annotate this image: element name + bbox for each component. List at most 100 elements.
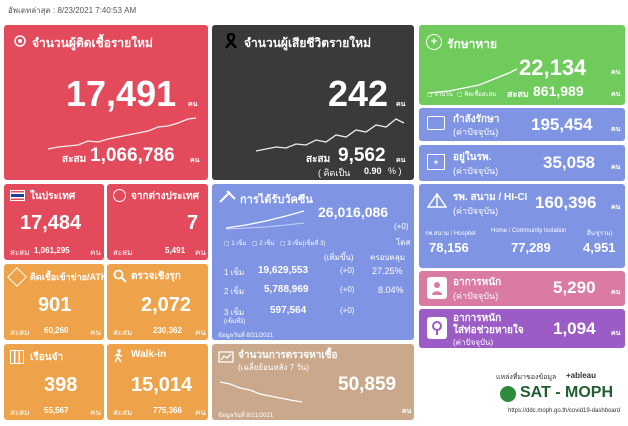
virus-icon: [12, 33, 28, 49]
severe-sub: (ค่าปัจจุบัน): [453, 291, 499, 301]
vaccine-legend-1-text: 1 เข็ม: [231, 241, 247, 247]
atk-value: 901: [38, 294, 72, 316]
plus-icon: +: [426, 34, 442, 50]
atk-title: ติดเชื้อเข้าข่าย/ATK: [30, 272, 104, 282]
recovered-unit: คน: [611, 69, 621, 76]
severe-title: อาการหนัก: [453, 277, 502, 288]
chart-icon: [218, 350, 234, 364]
recovered-cum-unit: คน: [611, 91, 621, 98]
hospital-value: 35,058: [543, 153, 595, 172]
deaths-cum-unit: คน: [396, 157, 406, 164]
field-col-1-value: 78,156: [429, 240, 469, 255]
vaccine-row-1-dose: 1 เข็ม: [224, 268, 245, 277]
field-col-2-label: Home / Community Isolation: [491, 228, 567, 234]
vaccine-card: การได้รับวัคซีน 26,016,086 (+0) โดส ▢ 1 …: [212, 184, 414, 340]
vaccine-col-cover: ครอบคลุม: [370, 253, 406, 262]
treating-value: 195,454: [531, 115, 593, 134]
domestic-cum-label: สะสม: [10, 248, 30, 257]
vaccine-row-1-delta: (+0): [340, 266, 355, 275]
last-updated: อัพเดทล่าสุด : 8/23/2021 7:40:53 AM: [8, 4, 136, 17]
prison-cum-value: 55,567: [44, 406, 69, 415]
recovered-cum-label: สะสม: [507, 89, 529, 99]
walkin-cum-unit: คน: [195, 408, 206, 417]
atk-card: ติดเชื้อเข้าข่าย/ATK 901 สะสม 60,260 คน: [4, 264, 104, 340]
globe-icon: [113, 189, 126, 202]
abroad-title: จากต่างประเทศ: [131, 191, 199, 202]
hospital-card: + อยู่ในรพ. (ค่าปัจจุบัน) 35,058 คน: [419, 145, 625, 181]
vaccine-trend: [226, 210, 305, 230]
prison-card: เรือนจำ 398 สะสม 55,567 คน: [4, 344, 104, 420]
ventilator-value: 1,094: [553, 319, 596, 338]
active-search-card: ตรวจเชิงรุก 2,072 สะสม 230,362 คน: [107, 264, 208, 340]
walkin-card: Walk-in 15,014 สะสม 775,366 คน: [107, 344, 208, 420]
tests-card: จำนวนการตรวจหาเชื้อ (เฉลี่ยย้อนหลัง 7 วั…: [212, 344, 414, 420]
prison-cum-label: สะสม: [10, 408, 30, 417]
ventilator-icon: [427, 317, 447, 339]
vaccine-legend-3-text: 3 เข็ม(เข็มที่ 3): [287, 241, 326, 247]
hospital-icon: +: [427, 154, 445, 170]
deaths-pct-label: ( คิดเป็น: [318, 168, 351, 178]
vaccine-title: การได้รับวัคซีน: [240, 194, 313, 206]
ventilator-sub: (ค่าปัจจุบัน): [453, 338, 494, 347]
ventilator-unit: คน: [611, 330, 621, 337]
recovered-legend-b-text: ติดเชื้อสะสม: [464, 92, 497, 98]
walkin-cum-label: สะสม: [113, 408, 133, 417]
field-col-3-label: อื่นๆ(รวม): [587, 231, 613, 237]
deaths-title: จำนวนผู้เสียชีวิตรายใหม่: [244, 36, 371, 50]
field-hospital-card: รพ. สนาม / HI-CI (ค่าปัจจุบัน) 160,396 ค…: [419, 184, 625, 268]
abroad-value: 7: [187, 212, 199, 234]
brand-name[interactable]: SAT - MOPH: [520, 384, 614, 401]
vaccine-row-3-value: 597,564: [270, 305, 307, 316]
treating-card: กำลังรักษา (ค่าปัจจุบัน) 195,454 คน: [419, 108, 625, 141]
active-search-cum-value: 230,362: [153, 326, 182, 335]
vaccine-col-delta: (เพิ่มขึ้น): [324, 253, 354, 262]
field-col-2-value: 77,289: [511, 240, 551, 255]
hospital-title: อยู่ในรพ.: [453, 152, 492, 163]
vaccine-legend-1: ▢ 1 เข็ม: [224, 241, 247, 247]
patient-icon: [427, 277, 447, 299]
active-search-cum-unit: คน: [195, 328, 206, 337]
ribbon-icon: [224, 33, 238, 49]
vaccine-total: 26,016,086: [318, 204, 389, 220]
deaths-trend: [256, 118, 405, 152]
prison-cum-unit: คน: [90, 408, 101, 417]
recovered-legend-a: ▢ จำนวน: [427, 92, 453, 98]
hospital-sub: (ค่าปัจจุบัน): [453, 166, 499, 176]
severe-card: อาการหนัก (ค่าปัจจุบัน) 5,290 คน: [419, 271, 625, 306]
thai-flag-icon: [10, 190, 25, 201]
vaccine-legend-2-text: 2 เข็ม: [259, 241, 275, 247]
vaccine-row-2-cover: 8.04%: [378, 285, 404, 295]
field-unit: คน: [611, 204, 621, 211]
prison-value: 398: [44, 374, 78, 396]
bed-icon: [427, 116, 445, 130]
deaths-pct-value: 0.90: [364, 166, 382, 176]
domestic-cum-value: 1,061,295: [34, 246, 70, 255]
walkin-cum-value: 775,366: [153, 406, 182, 415]
recovered-trend: [429, 68, 518, 94]
field-col-3-value: 4,951: [583, 240, 616, 255]
search-icon: [113, 269, 127, 283]
atk-cum-value: 60,260: [44, 326, 69, 335]
abroad-cum-label: สะสม: [113, 248, 133, 257]
source-label: แหล่งที่มาของข้อมูล: [496, 374, 557, 381]
new-cases-title: จำนวนผู้ติดเชื้อรายใหม่: [32, 36, 153, 50]
treating-unit: คน: [611, 126, 621, 133]
vaccine-row-2-dose: 2 เข็ม: [224, 287, 245, 296]
vaccine-row-1-cover: 27.25%: [372, 266, 403, 276]
source-url[interactable]: https://ddc.moph.go.th/covid19-dashboard: [508, 408, 621, 414]
vaccine-row-3-delta: (+0): [340, 306, 355, 315]
recovered-title: รักษาหาย: [447, 37, 498, 51]
vaccine-legend-2: ▢ 2 เข็ม: [252, 241, 275, 247]
new-cases-value: 17,491: [66, 73, 177, 114]
field-title: รพ. สนาม / HI-CI: [453, 192, 528, 203]
deaths-card: จำนวนผู้เสียชีวิตรายใหม่ 242 คน สะสม 9,5…: [212, 25, 414, 180]
deaths-cum-label: สะสม: [306, 154, 331, 165]
tests-unit: คน: [402, 408, 412, 415]
vaccine-footnote: ข้อมูลวันที่ 8/21/2021: [218, 333, 274, 339]
severe-value: 5,290: [553, 278, 596, 297]
treating-sub: (ค่าปัจจุบัน): [453, 127, 499, 137]
recovered-value: 22,134: [519, 55, 587, 80]
atk-cum-label: สะสม: [10, 328, 30, 337]
treating-title: กำลังรักษา: [453, 114, 500, 125]
tests-sub: (เฉลี่ยย้อนหลัง 7 วัน): [238, 363, 309, 372]
